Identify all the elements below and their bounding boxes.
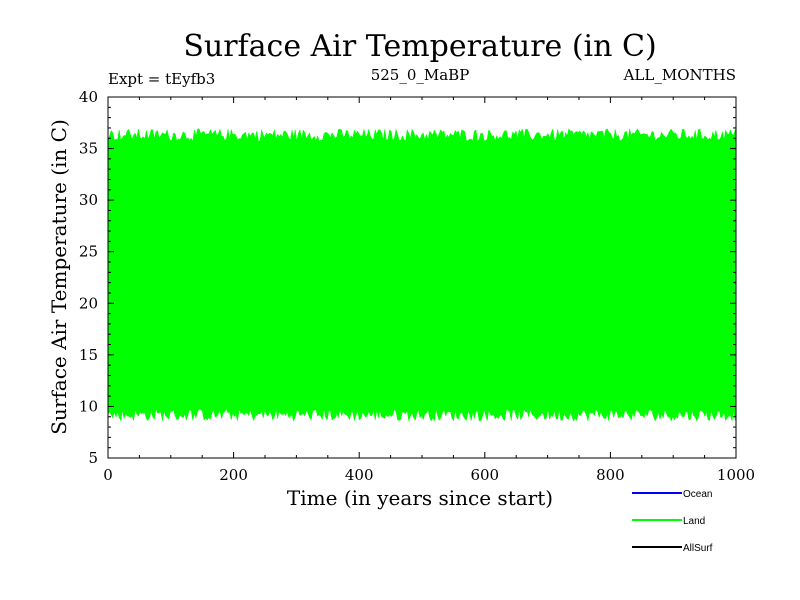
period-label: 525_0_MaBP: [371, 66, 470, 84]
legend-label-ocean: Ocean: [683, 489, 712, 500]
legend-label-land: Land: [683, 516, 705, 527]
chart-title: Surface Air Temperature (in C): [183, 29, 656, 64]
y-tick-label: 25: [79, 243, 98, 261]
x-axis-label: Time (in years since start): [287, 486, 553, 510]
x-tick-label: 200: [219, 466, 248, 484]
x-tick-label: 600: [470, 466, 499, 484]
legend-label-allsurf: AllSurf: [683, 543, 713, 554]
y-axis-label: Surface Air Temperature (in C): [47, 119, 71, 435]
y-tick-label: 15: [79, 346, 98, 364]
y-tick-label: 5: [88, 449, 98, 467]
x-tick-label: 1000: [717, 466, 755, 484]
legend: Ocean Land AllSurf: [632, 489, 713, 554]
y-axis: 5 10 15 20 25 30 35 40: [79, 88, 736, 467]
plot-data: [107, 127, 736, 422]
x-tick-label: 800: [596, 466, 625, 484]
series-land-band: [107, 127, 736, 422]
x-tick-label: 400: [345, 466, 374, 484]
y-tick-label: 10: [79, 397, 98, 415]
x-tick-label: 0: [103, 466, 113, 484]
x-axis: 0 200 400 600 800 1000: [103, 97, 755, 484]
months-label: ALL_MONTHS: [623, 66, 736, 84]
y-tick-label: 20: [79, 294, 98, 312]
y-tick-label: 35: [79, 140, 98, 158]
y-tick-label: 30: [79, 191, 98, 209]
y-tick-label: 40: [79, 88, 98, 106]
experiment-label: Expt = tEyfb3: [108, 70, 215, 88]
